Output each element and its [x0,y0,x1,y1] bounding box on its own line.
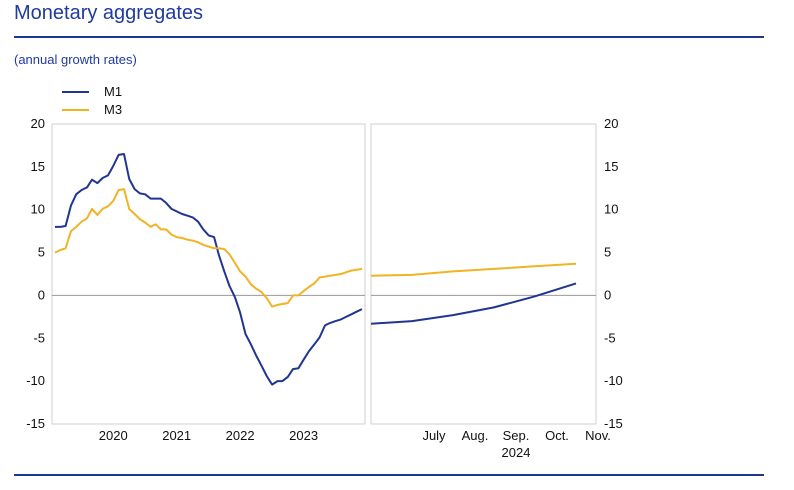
x-tick-label-left: 2020 [99,428,128,443]
plot-frame-right [370,123,597,425]
y-tick-label-left: -15 [26,416,45,431]
x-tick-label-right: Oct. [545,428,569,443]
top-rule [14,36,764,38]
series-line-right-m1 [370,282,577,325]
x-tick-label-right: Aug. [462,428,489,443]
y-tick-label-left: 20 [31,116,45,131]
y-tick-label-right: 20 [604,116,618,131]
y-tick-label-left: 0 [38,287,45,302]
bottom-rule [14,474,764,476]
x-tick-label-left: 2022 [226,428,255,443]
chart-subtitle: (annual growth rates) [14,52,137,67]
y-tick-label-left: 10 [31,202,45,217]
x-tick-label-left: 2023 [289,428,318,443]
y-tick-label-left: 15 [31,159,45,174]
y-tick-label-right: 10 [604,202,618,217]
legend-label-m1: M1 [104,84,122,99]
y-tick-label-left: -5 [33,330,45,345]
y-tick-label-right: -5 [604,330,616,345]
series-line-left-m3 [54,188,363,308]
series-line-left-m1 [55,153,363,386]
chart-title: Monetary aggregates [14,2,204,24]
y-tick-label-left: 5 [38,245,45,260]
legend-label-m3: M3 [104,102,122,117]
y-tick-label-left: -10 [26,373,45,388]
y-tick-label-right: 5 [604,245,611,260]
y-tick-label-right: 15 [604,159,618,174]
y-tick-label-right: 0 [604,287,611,302]
y-tick-label-right: -15 [604,416,623,431]
x-tick-label-right: Sep. [503,428,530,443]
plot-frame-left [51,123,366,425]
x-tick-label-left: 2021 [162,428,191,443]
y-tick-label-right: -10 [604,373,623,388]
x-year-label-right: 2024 [502,445,531,460]
x-tick-label-right: Nov. [585,428,611,443]
x-tick-label-right: July [422,428,446,443]
series-line-right-m3 [370,262,577,277]
